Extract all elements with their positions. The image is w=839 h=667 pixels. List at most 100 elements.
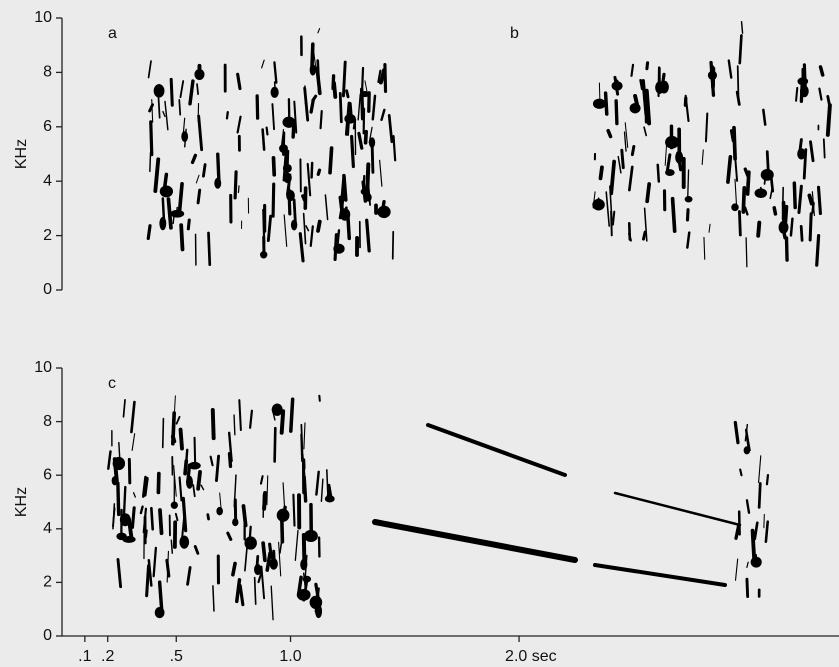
- sound-trace: [283, 214, 288, 247]
- sound-trace: [746, 561, 749, 569]
- sound-trace: [763, 171, 767, 185]
- sound-trace: [310, 161, 314, 179]
- sound-sweep: [613, 491, 742, 527]
- sound-trace: [701, 149, 704, 165]
- sound-trace: [215, 454, 221, 483]
- sound-trace: [624, 122, 629, 149]
- sound-trace: [338, 92, 343, 124]
- sound-blob: [260, 250, 268, 259]
- sound-trace: [273, 426, 277, 463]
- y-axis-label: KHz: [13, 487, 30, 517]
- x-tick-label: .1: [78, 648, 91, 665]
- sound-blob: [214, 177, 222, 189]
- sound-trace: [293, 100, 298, 134]
- sound-blob: [303, 529, 318, 543]
- sound-trace: [387, 114, 394, 144]
- sound-trace: [704, 112, 709, 143]
- sound-trace: [609, 159, 616, 196]
- sound-blob: [309, 64, 316, 76]
- sound-trace: [238, 399, 242, 432]
- sound-blob: [112, 456, 126, 471]
- sound-trace: [170, 539, 174, 554]
- sound-trace: [807, 193, 814, 206]
- y-tick-label: 4: [43, 172, 52, 189]
- x-tick-label: 2.0 sec: [505, 648, 557, 665]
- sound-blob: [302, 575, 312, 583]
- sound-trace: [792, 181, 797, 210]
- sound-trace: [233, 170, 238, 200]
- sound-blob: [778, 220, 789, 234]
- sound-trace: [292, 493, 296, 527]
- sound-trace: [130, 506, 136, 529]
- x-tick-label: .2: [101, 648, 114, 665]
- sound-blob: [611, 81, 623, 91]
- y-tick-label: 2: [43, 227, 52, 244]
- sound-blob: [655, 81, 665, 94]
- sound-trace: [734, 558, 739, 581]
- sound-trace: [271, 182, 276, 218]
- sound-trace: [298, 232, 305, 263]
- y-tick-label: 10: [34, 359, 52, 376]
- sound-trace: [193, 545, 200, 555]
- sound-trace: [316, 168, 322, 176]
- sound-trace: [249, 409, 253, 429]
- sound-trace: [757, 482, 762, 509]
- sound-trace: [732, 125, 737, 161]
- sound-trace: [112, 503, 116, 530]
- sound-trace: [781, 228, 787, 240]
- sound-trace: [645, 61, 650, 71]
- sound-trace: [611, 210, 616, 226]
- sound-trace: [739, 468, 743, 477]
- sound-trace: [734, 178, 738, 208]
- sound-trace: [178, 476, 183, 502]
- sound-blob: [194, 68, 205, 80]
- sound-trace: [179, 223, 185, 252]
- sound-trace: [645, 182, 652, 204]
- sound-trace: [196, 83, 199, 95]
- sound-trace: [743, 167, 750, 178]
- sound-trace: [193, 436, 197, 467]
- sound-trace: [799, 224, 804, 242]
- sound-trace: [130, 400, 136, 434]
- sound-trace: [685, 208, 690, 222]
- sound-trace: [139, 505, 144, 515]
- sound-blob: [754, 188, 768, 198]
- sound-trace: [192, 484, 196, 498]
- sound-trace: [142, 507, 147, 534]
- traces: [107, 21, 832, 621]
- sound-trace: [302, 212, 307, 245]
- sound-trace: [345, 89, 350, 99]
- sound-trace: [149, 120, 154, 157]
- sound-trace: [816, 185, 822, 216]
- sound-trace: [684, 94, 690, 123]
- sound-trace: [158, 508, 164, 536]
- sound-trace: [237, 185, 240, 194]
- sound-trace: [236, 115, 242, 134]
- sound-trace: [818, 65, 825, 77]
- sound-trace: [207, 231, 212, 266]
- sound-blob: [665, 135, 679, 149]
- sound-blob: [271, 403, 283, 416]
- sound-trace: [190, 153, 198, 165]
- sound-trace: [131, 433, 136, 451]
- sound-trace: [150, 506, 155, 531]
- sound-trace: [363, 129, 368, 145]
- sound-trace: [271, 156, 277, 177]
- sound-trace: [605, 191, 610, 227]
- sound-trace: [795, 86, 799, 102]
- sound-trace: [769, 174, 775, 193]
- sound-trace: [320, 478, 324, 503]
- sound-blob: [244, 536, 257, 550]
- sound-trace: [169, 77, 174, 107]
- sound-trace: [149, 151, 152, 173]
- sound-trace: [383, 62, 388, 93]
- sound-trace: [822, 138, 826, 159]
- sound-trace: [265, 551, 272, 572]
- sound-trace: [305, 225, 310, 232]
- sound-blob: [154, 606, 165, 619]
- sound-trace: [687, 169, 690, 200]
- sound-trace: [315, 470, 320, 496]
- sound-trace: [802, 148, 808, 180]
- sound-blob: [665, 169, 675, 176]
